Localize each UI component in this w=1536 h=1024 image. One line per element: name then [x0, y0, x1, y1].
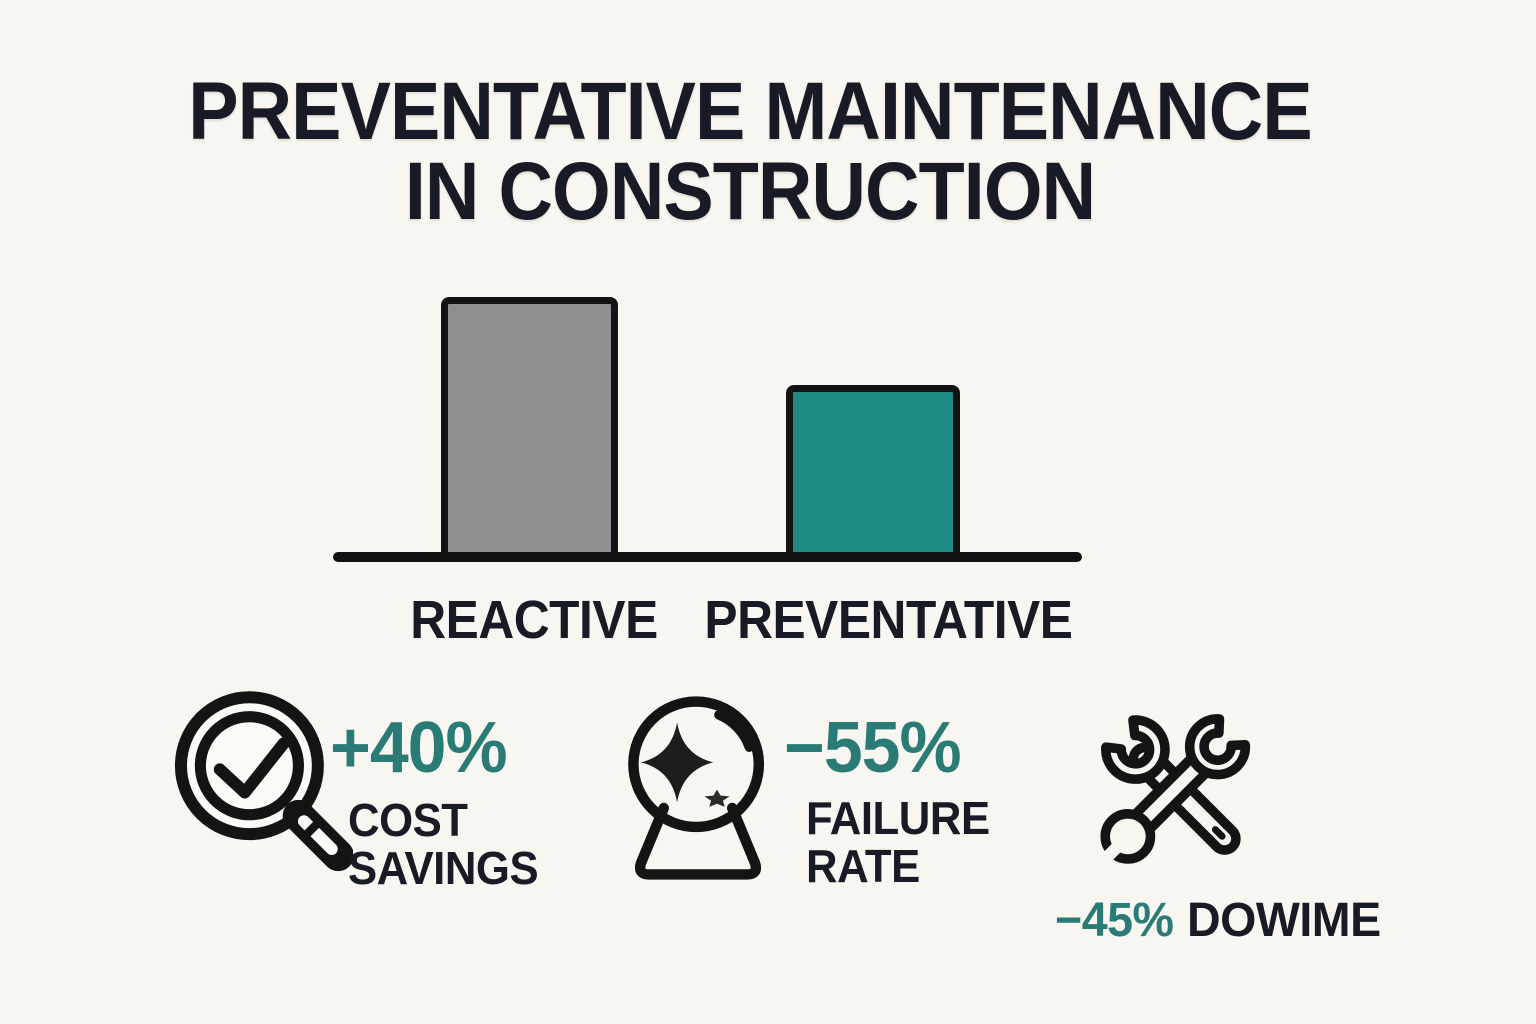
checkmark-icon	[213, 737, 290, 799]
title-line-1: PREVENTATIVE MAINTENANCE	[188, 66, 1312, 157]
chart-baseline-axis	[333, 552, 1082, 562]
stat-value-failure-rate: −55%	[784, 708, 962, 788]
stat-label-cost-savings: COST SAVINGS	[348, 794, 539, 894]
bar-reactive	[441, 297, 618, 557]
page-title: PREVENTATIVE MAINTENANCE IN CONSTRUCTION	[60, 66, 1440, 237]
small-star-icon	[704, 789, 730, 807]
crystal-ball-icon	[628, 696, 765, 880]
stat-line-downtime: −45% DOWIME	[1055, 896, 1381, 946]
crossed-wrenches-icon	[1100, 714, 1251, 864]
magnifier-check-icon	[174, 691, 353, 872]
stat-label-failure-rate: FAILURE RATE	[806, 792, 990, 892]
stat-value-cost-savings: +40%	[330, 708, 508, 788]
title-line-2: IN CONSTRUCTION	[404, 146, 1096, 237]
stat-value-downtime: −45%	[1055, 894, 1174, 947]
sparkle-icon	[641, 722, 714, 803]
bar-preventative	[786, 385, 960, 557]
bar-label-reactive: REACTIVE	[410, 590, 658, 650]
bar-label-preventative: PREVENTATIVE	[704, 590, 1073, 650]
stat-label-downtime: DOWIME	[1187, 894, 1381, 947]
